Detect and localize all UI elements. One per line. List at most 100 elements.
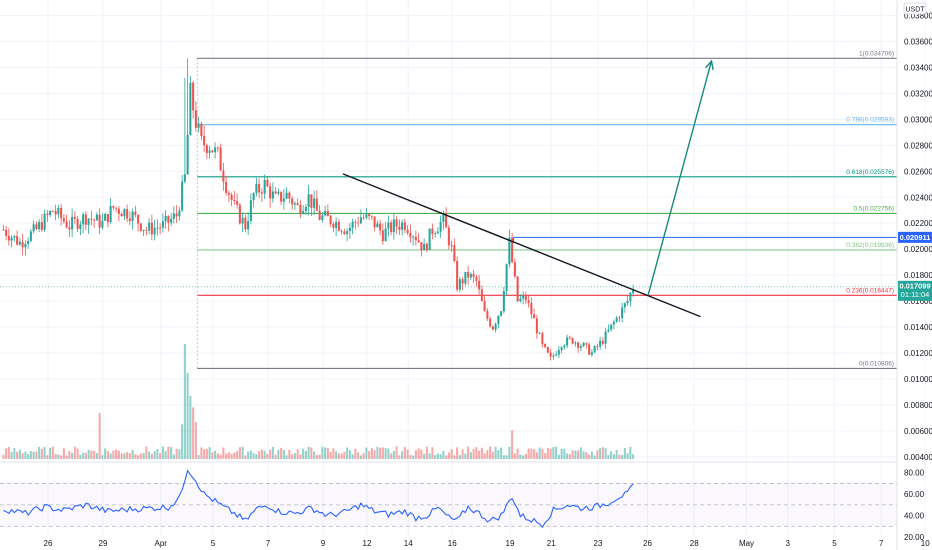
volume-bar — [87, 449, 90, 459]
volume-bar — [310, 447, 313, 459]
fibonacci-retracement[interactable]: 1(0.034706) 0.786(0.029593) 0.618(0.025576… — [0, 50, 897, 370]
candle-body — [618, 317, 621, 319]
volume-bar — [390, 453, 393, 459]
candle-body — [458, 279, 461, 290]
volume-bar — [612, 454, 615, 459]
volume-bar — [54, 453, 57, 459]
candle-body — [456, 261, 459, 290]
volume-bar — [142, 453, 145, 459]
volume-bar — [563, 448, 566, 459]
candle-body — [82, 214, 85, 225]
volume-bar — [60, 455, 63, 459]
candle-body — [588, 344, 591, 355]
rsi-axis[interactable]: 80.00 60.00 40.00 20.00 — [904, 469, 925, 542]
volume-bar — [601, 447, 604, 459]
candle-body — [249, 200, 252, 222]
candle-body — [346, 231, 349, 234]
volume-bar — [538, 447, 541, 459]
volume-bar — [370, 448, 373, 459]
time-axis[interactable]: 26 29 Apr 5 7 9 12 14 16 19 21 23 26 28 May 3 5 7 10 — [44, 539, 931, 548]
volume-bar — [194, 422, 197, 459]
candle-body — [304, 206, 307, 211]
volume-bar — [238, 447, 241, 459]
volume-bar — [2, 454, 5, 459]
candle-body — [401, 222, 404, 230]
candle-body — [511, 237, 514, 263]
volume-bar — [181, 424, 184, 459]
volume-bar — [522, 455, 525, 459]
candle-body — [387, 222, 390, 229]
candlestick-series[interactable] — [2, 58, 635, 361]
candle-body — [530, 302, 533, 315]
volume-bar — [269, 449, 272, 459]
drawings[interactable] — [342, 59, 714, 318]
volume-bar — [582, 451, 585, 459]
candle-body — [258, 183, 261, 193]
candle-body — [577, 342, 580, 348]
volume-bar — [511, 430, 514, 459]
candle-body — [156, 227, 159, 229]
candle-body — [24, 244, 27, 248]
volume-bar — [434, 454, 437, 459]
volume-bar — [241, 446, 244, 459]
volume-bar — [98, 413, 101, 459]
bar-countdown: 01:11:04 — [901, 290, 930, 299]
volume-bar — [172, 454, 175, 459]
candle-body — [423, 243, 426, 251]
candle-body — [205, 145, 208, 153]
volume-bar — [365, 447, 368, 459]
candle-body — [475, 276, 478, 281]
volume-bar — [494, 446, 497, 459]
candle-body — [106, 213, 109, 223]
volume-bar — [329, 452, 332, 459]
candle-body — [109, 206, 112, 223]
candle-body — [560, 347, 563, 351]
volume-bar — [508, 446, 511, 459]
candle-body — [381, 230, 384, 242]
fib-label: 0.382(0.019936) — [846, 242, 894, 249]
candle-body — [461, 279, 464, 284]
candle-body — [516, 276, 519, 302]
candle-body — [406, 229, 409, 233]
volume-bar — [82, 452, 85, 459]
volume-bar — [139, 453, 142, 459]
candle-body — [563, 345, 566, 348]
volume-bar — [376, 446, 379, 459]
volume-bar — [332, 448, 335, 459]
candle-body — [225, 181, 228, 193]
candle-body — [150, 222, 153, 235]
volume-bar — [307, 446, 310, 459]
candle-body — [139, 223, 142, 231]
volume-bar — [150, 453, 153, 459]
candle-body — [464, 271, 467, 284]
volume-bar — [464, 453, 467, 459]
candle-body — [329, 216, 332, 224]
volume-bar — [321, 447, 324, 459]
candle-body — [324, 210, 327, 216]
currency-badge[interactable]: USDT — [903, 2, 927, 15]
candle-body — [546, 347, 549, 353]
rsi-pane[interactable] — [0, 469, 897, 529]
current-price-label: 0.017099 — [899, 281, 930, 290]
volume-bar — [128, 453, 131, 459]
fib-label: 0.786(0.029593) — [846, 117, 894, 124]
volume-bar — [409, 454, 412, 459]
candle-body — [233, 199, 236, 202]
volume-bar — [346, 447, 349, 459]
candle-body — [38, 222, 41, 229]
volume-bar — [489, 446, 492, 459]
candle-body — [62, 218, 65, 222]
volume-bar — [95, 452, 98, 459]
volume-bar — [175, 449, 178, 459]
candle-body — [87, 218, 90, 225]
candle-body — [79, 224, 82, 229]
fib-label: 0(0.010806) — [859, 360, 894, 367]
candle-body — [175, 213, 178, 217]
candle-body — [439, 221, 442, 232]
volume-bar — [233, 452, 236, 459]
volume-bar — [348, 449, 351, 459]
